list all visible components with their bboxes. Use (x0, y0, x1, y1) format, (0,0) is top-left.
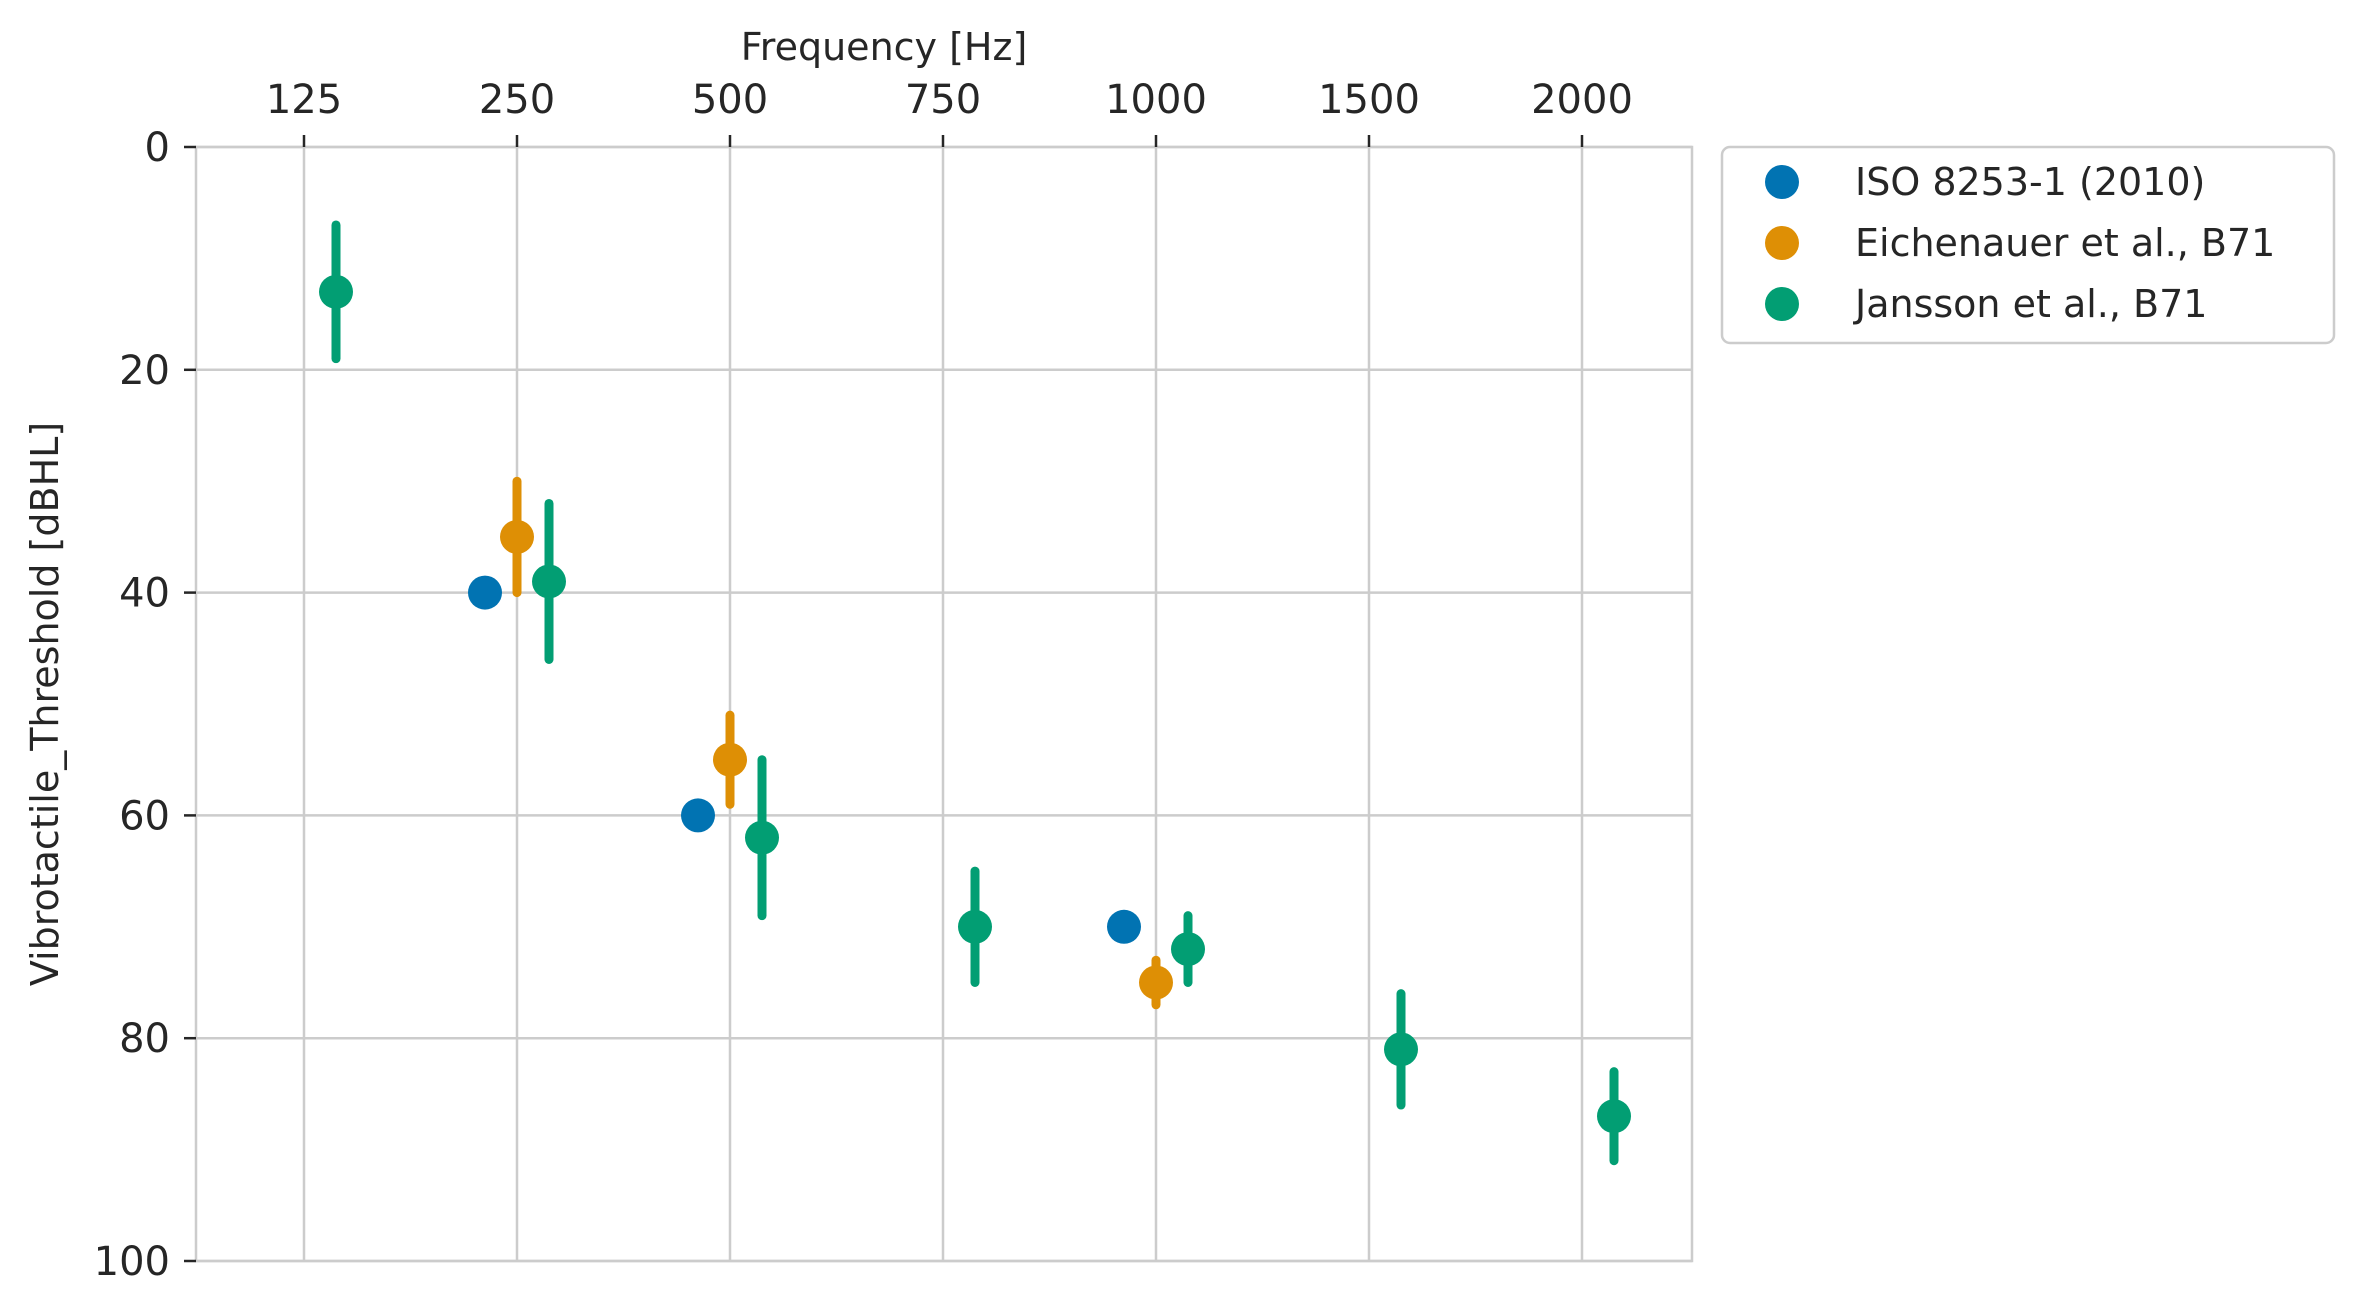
legend-marker (1765, 226, 1799, 260)
data-point (1107, 909, 1141, 944)
series-1 (500, 476, 1173, 1010)
data-point (681, 798, 715, 833)
data-point (468, 575, 502, 610)
data-point (1139, 965, 1173, 1000)
x-tick-label: 1000 (1105, 77, 1207, 123)
series-2 (319, 220, 1631, 1166)
data-point (500, 519, 534, 554)
data-point (1597, 1099, 1631, 1134)
x-tick-label: 750 (905, 77, 981, 123)
y-tick-label: 80 (119, 1016, 170, 1062)
data-point (532, 564, 566, 599)
axis-ticks: 125 250 500 750 1000 1500 2000 0 20 40 60 80 100 (94, 77, 1633, 1285)
x-tick-label: 2000 (1531, 77, 1633, 123)
y-tick-label: 60 (119, 793, 170, 839)
x-tick-label: 500 (692, 77, 768, 123)
data-point (958, 909, 992, 944)
data-point (745, 820, 779, 855)
y-tick-label: 20 (119, 348, 170, 394)
legend-label: Jansson et al., B71 (1853, 282, 2207, 326)
x-tick-label: 1500 (1318, 77, 1420, 123)
legend-label: ISO 8253-1 (2010) (1855, 160, 2205, 204)
data-point (319, 274, 353, 309)
x-tick-label: 125 (266, 77, 342, 123)
legend-frame (1720, 145, 2336, 345)
data-marks (319, 220, 1631, 1166)
y-tick-label: 0 (145, 125, 170, 171)
data-point (1171, 932, 1205, 967)
x-tick-label: 250 (479, 77, 555, 123)
y-axis-title: Vibrotactile_Threshold [dBHL] (23, 422, 67, 986)
y-tick-label: 40 (119, 571, 170, 617)
data-point (1384, 1032, 1418, 1067)
grid (196, 145, 1692, 1263)
legend-marker (1765, 165, 1799, 199)
y-tick-label: 100 (94, 1239, 170, 1285)
legend: ISO 8253-1 (2010) Eichenauer et al., B71 J… (1720, 145, 2336, 345)
series-0 (468, 575, 1141, 944)
x-axis-title: Frequency [Hz] (741, 25, 1028, 69)
data-point (713, 742, 747, 777)
legend-label: Eichenauer et al., B71 (1855, 221, 2275, 265)
legend-marker (1765, 287, 1799, 321)
